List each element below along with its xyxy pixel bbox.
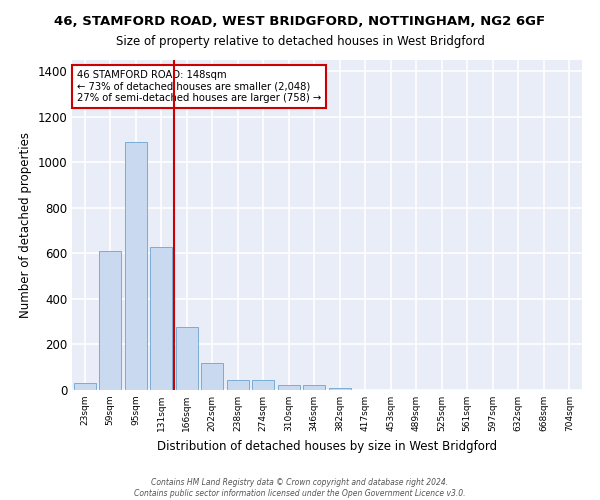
Bar xyxy=(151,246,172,390)
Bar xyxy=(176,328,197,390)
Text: 46 STAMFORD ROAD: 148sqm
← 73% of detached houses are smaller (2,048)
27% of sem: 46 STAMFORD ROAD: 148sqm ← 73% of detach… xyxy=(77,70,322,103)
Bar xyxy=(202,362,223,390)
Bar xyxy=(329,388,350,390)
Text: Size of property relative to detached houses in West Bridgford: Size of property relative to detached ho… xyxy=(116,35,484,48)
Y-axis label: Number of detached properties: Number of detached properties xyxy=(19,132,32,318)
Text: 46, STAMFORD ROAD, WEST BRIDGFORD, NOTTINGHAM, NG2 6GF: 46, STAMFORD ROAD, WEST BRIDGFORD, NOTTI… xyxy=(55,15,545,28)
Bar xyxy=(100,251,121,390)
Bar xyxy=(304,386,325,390)
Bar xyxy=(227,380,248,390)
X-axis label: Distribution of detached houses by size in West Bridgford: Distribution of detached houses by size … xyxy=(157,440,497,452)
Bar xyxy=(278,386,299,390)
Bar xyxy=(253,380,274,390)
Text: Contains HM Land Registry data © Crown copyright and database right 2024.
Contai: Contains HM Land Registry data © Crown c… xyxy=(134,478,466,498)
Bar xyxy=(74,383,95,390)
Bar xyxy=(125,142,146,390)
